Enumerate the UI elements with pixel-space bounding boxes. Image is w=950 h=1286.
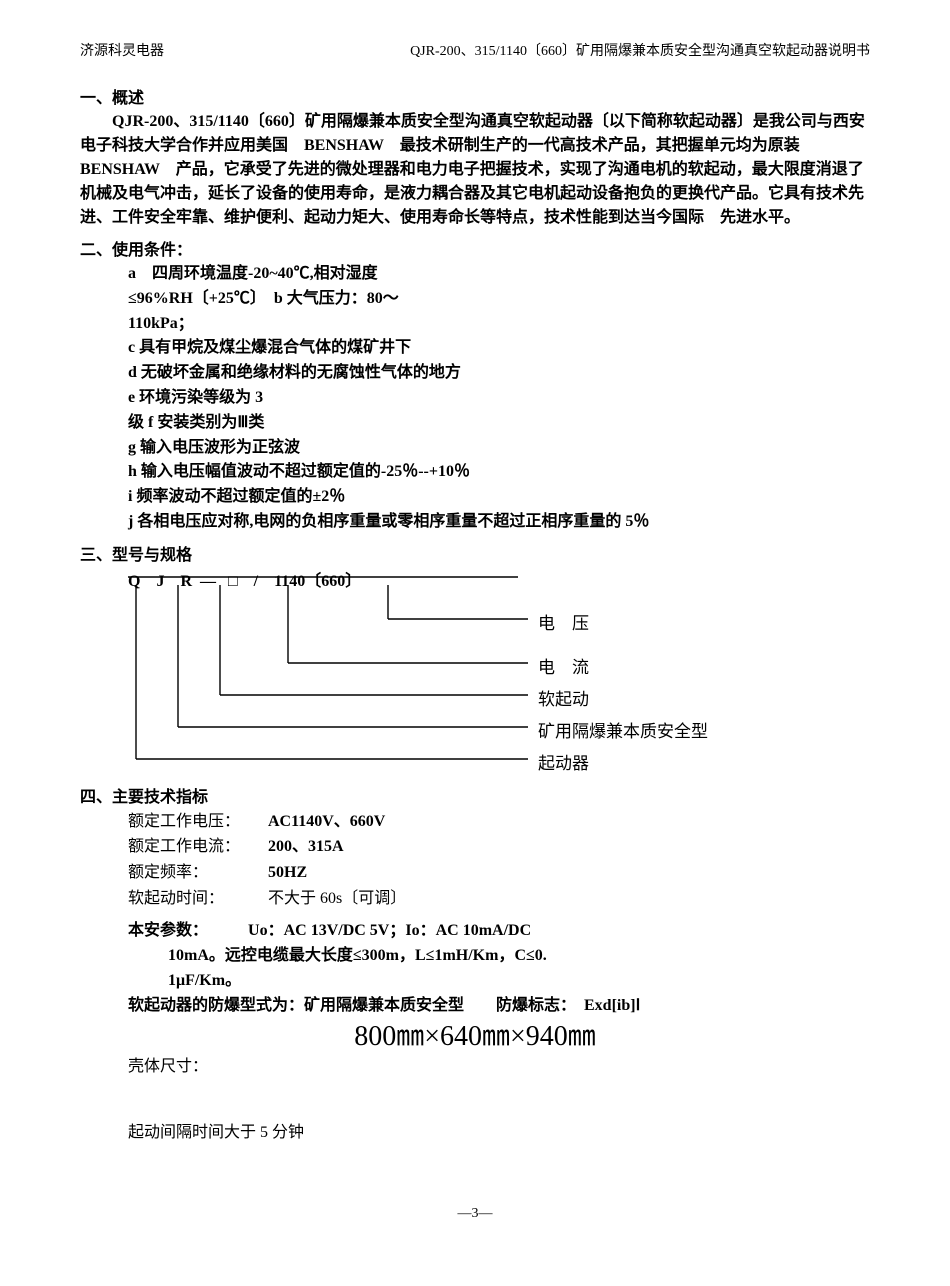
cond-f: 级 f 安装类别为Ⅲ类 xyxy=(128,411,870,436)
spec-freq: 额定频率： 50HZ xyxy=(128,860,870,886)
safety-line3: 1μF/Km。 xyxy=(128,969,870,994)
spec-time-value: 不大于 60s〔可调〕 xyxy=(268,886,406,912)
cond-i: i 频率波动不超过额定值的±2％ xyxy=(128,485,870,510)
tree-label-soft: 软起动 xyxy=(538,685,589,710)
section3-title: 三、型号与规格 xyxy=(80,541,870,565)
safety-line1: 本安参数： Uo：AC 13V/DC 5V；Io：AC 10mA/DC xyxy=(128,919,870,944)
spec-block: 额定工作电压： AC1140V、660V 额定工作电流： 200、315A 额定… xyxy=(80,809,870,911)
cond-j: j 各相电压应对称,电网的负相序重量或零相序重量不超过正相序重量的 5％ xyxy=(128,510,870,535)
shell-label-row: 壳体尺寸： xyxy=(80,1054,870,1080)
tree-label-voltage: 电 压 xyxy=(538,609,589,634)
page: 济源科灵电器 QJR-200、315/1140〔660〕矿用隔爆兼本质安全型沟通… xyxy=(0,0,950,1262)
page-number: —3— xyxy=(80,1206,870,1222)
model-tree: Q J R — □ / 1140〔660〕 电 压 电 流 软起动 矿用隔爆兼本… xyxy=(128,567,870,777)
cond-g: g 输入电压波形为正弦波 xyxy=(128,436,870,461)
tree-label-mine: 矿用隔爆兼本质安全型 xyxy=(538,717,708,742)
safety-label: 本安参数： xyxy=(128,922,200,939)
spec-freq-value: 50HZ xyxy=(268,860,307,886)
shell-label: 壳体尺寸： xyxy=(128,1054,870,1080)
cond-a: a 四周环境温度-20~40℃,相对湿度 xyxy=(128,262,870,287)
spec-freq-label: 额定频率： xyxy=(128,860,268,886)
safety-line2: 10mA。远控电缆最大长度≤300m，L≤1mH/Km，C≤0. xyxy=(128,944,870,969)
safety-text1: Uo：AC 13V/DC 5V；Io：AC 10mA/DC xyxy=(248,922,531,939)
header-company: 济源科灵电器 xyxy=(80,40,164,60)
safety-params: 本安参数： Uo：AC 13V/DC 5V；Io：AC 10mA/DC 10mA… xyxy=(80,919,870,1018)
spec-current-label: 额定工作电流： xyxy=(128,834,268,860)
interval-row: 起动间隔时间大于 5 分钟 xyxy=(80,1120,870,1146)
tree-label-current: 电 流 xyxy=(538,653,589,678)
page-header: 济源科灵电器 QJR-200、315/1140〔660〕矿用隔爆兼本质安全型沟通… xyxy=(80,40,870,60)
section2-list: a 四周环境温度-20~40℃,相对湿度 ≤96%RH〔+25℃〕 b 大气压力… xyxy=(80,262,870,535)
spec-time-label: 软起动时间： xyxy=(128,886,268,912)
spec-voltage-label: 额定工作电压： xyxy=(128,809,268,835)
spec-time: 软起动时间： 不大于 60s〔可调〕 xyxy=(128,886,870,912)
shell-dimension: 800㎜×640㎜×940㎜ xyxy=(80,1014,870,1054)
spec-current-value: 200、315A xyxy=(268,834,344,860)
section4-title: 四、主要技术指标 xyxy=(80,783,870,807)
cond-a3: 110kPa； xyxy=(128,312,870,337)
tree-label-starter: 起动器 xyxy=(538,749,589,774)
spec-voltage-value: AC1140V、660V xyxy=(268,809,385,835)
header-doc-title: QJR-200、315/1140〔660〕矿用隔爆兼本质安全型沟通真空软起动器说… xyxy=(410,40,870,60)
cond-h: h 输入电压幅值波动不超过额定值的-25％--+10％ xyxy=(128,460,870,485)
section2-title: 二、使用条件： xyxy=(80,236,870,260)
cond-d: d 无破坏金属和绝缘材料的无腐蚀性气体的地方 xyxy=(128,361,870,386)
spec-current: 额定工作电流： 200、315A xyxy=(128,834,870,860)
cond-e: e 环境污染等级为 3 xyxy=(128,386,870,411)
spec-voltage: 额定工作电压： AC1140V、660V xyxy=(128,809,870,835)
section1-title: 一、概述 xyxy=(80,84,870,108)
interval-text: 起动间隔时间大于 5 分钟 xyxy=(128,1120,870,1146)
cond-c: c 具有甲烷及煤尘爆混合气体的煤矿井下 xyxy=(128,336,870,361)
cond-a2: ≤96%RH〔+25℃〕 b 大气压力：80～ xyxy=(128,287,870,312)
section1-paragraph: QJR-200、315/1140〔660〕矿用隔爆兼本质安全型沟通真空软起动器〔… xyxy=(80,110,870,230)
